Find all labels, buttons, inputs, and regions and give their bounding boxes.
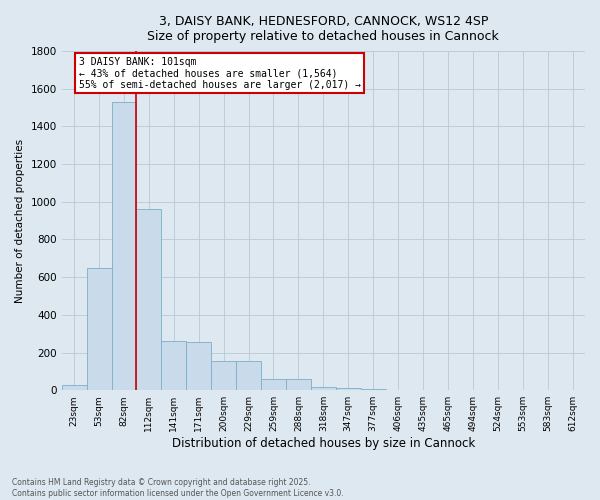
Bar bbox=[86, 268, 112, 390]
Bar bbox=[286, 379, 311, 390]
Bar bbox=[186, 342, 211, 390]
Text: 3 DAISY BANK: 101sqm
← 43% of detached houses are smaller (1,564)
55% of semi-de: 3 DAISY BANK: 101sqm ← 43% of detached h… bbox=[79, 57, 361, 90]
Bar bbox=[136, 210, 161, 390]
Title: 3, DAISY BANK, HEDNESFORD, CANNOCK, WS12 4SP
Size of property relative to detach: 3, DAISY BANK, HEDNESFORD, CANNOCK, WS12… bbox=[148, 15, 499, 43]
Bar bbox=[211, 361, 236, 390]
Bar bbox=[112, 102, 136, 390]
X-axis label: Distribution of detached houses by size in Cannock: Distribution of detached houses by size … bbox=[172, 437, 475, 450]
Y-axis label: Number of detached properties: Number of detached properties bbox=[15, 138, 25, 302]
Bar bbox=[62, 384, 86, 390]
Text: Contains HM Land Registry data © Crown copyright and database right 2025.
Contai: Contains HM Land Registry data © Crown c… bbox=[12, 478, 344, 498]
Bar bbox=[236, 361, 261, 390]
Bar bbox=[311, 388, 336, 390]
Bar bbox=[161, 341, 186, 390]
Bar bbox=[336, 388, 361, 390]
Bar bbox=[261, 379, 286, 390]
